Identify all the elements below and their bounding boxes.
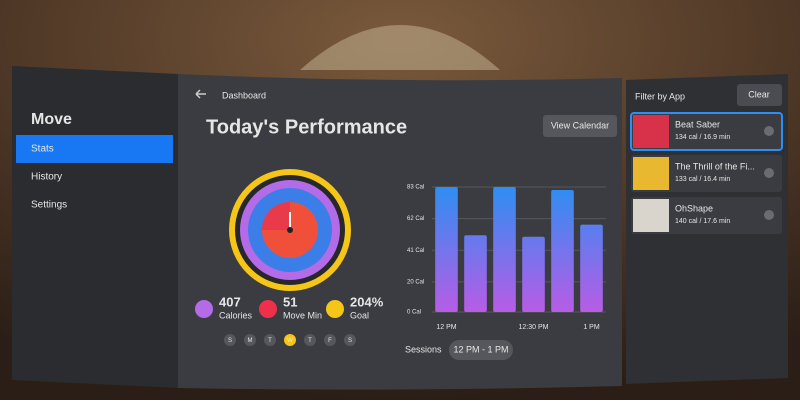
- sidebar-title: Move: [31, 111, 72, 128]
- stat-label: Goal: [350, 310, 369, 320]
- bar: [493, 187, 516, 312]
- bar: [551, 190, 574, 312]
- day-label: T: [268, 338, 272, 344]
- app-name: The Thrill of the Fi...: [675, 161, 755, 171]
- day-dot[interactable]: [344, 334, 356, 346]
- stat-value: 51: [283, 294, 297, 309]
- app-name: OhShape: [675, 203, 713, 213]
- y-tick-label: 0 Cal: [407, 310, 421, 316]
- x-tick-label: 12:30 PM: [519, 324, 549, 331]
- day-dot[interactable]: [244, 334, 256, 346]
- app-detail: 140 cal / 17.6 min: [675, 218, 730, 225]
- day-label: S: [348, 338, 352, 344]
- day-label: M: [248, 338, 253, 344]
- day-dot[interactable]: [304, 334, 316, 346]
- day-dot[interactable]: [284, 334, 296, 346]
- day-label: T: [308, 338, 312, 344]
- app-name: Beat Saber: [675, 119, 720, 129]
- bar: [522, 236, 545, 312]
- sidebar-item[interactable]: History: [31, 172, 62, 183]
- app-thumbnail: [633, 157, 669, 190]
- stat-icon: [195, 300, 213, 318]
- app-toggle[interactable]: [764, 210, 774, 220]
- back-arrow[interactable]: [195, 89, 206, 99]
- stat-icon: [259, 300, 277, 318]
- sidebar-item-active[interactable]: [16, 135, 173, 163]
- stat-icon: [326, 300, 344, 318]
- x-tick-label: 1 PM: [583, 324, 600, 331]
- filter-title: Filter by App: [635, 91, 685, 101]
- day-label: S: [228, 338, 232, 344]
- day-dot[interactable]: [324, 334, 336, 346]
- stat-value: 204%: [350, 294, 384, 309]
- view-calendar-button[interactable]: [543, 115, 617, 137]
- clock-pivot: [287, 227, 293, 233]
- day-dot[interactable]: [264, 334, 276, 346]
- day-label: F: [328, 338, 332, 344]
- app-detail: 134 cal / 16.9 min: [675, 134, 730, 141]
- bar: [464, 235, 487, 312]
- clear-label: Clear: [748, 89, 770, 99]
- y-tick-label: 20 Cal: [407, 279, 424, 285]
- x-tick-label: 12 PM: [436, 324, 456, 331]
- scene-arch: [300, 25, 500, 70]
- y-tick-label: 62 Cal: [407, 216, 424, 222]
- y-tick-label: 83 Cal: [407, 185, 424, 191]
- page-title: Today's Performance: [206, 116, 407, 138]
- sessions-pill[interactable]: [449, 340, 513, 360]
- app-toggle[interactable]: [764, 168, 774, 178]
- bar: [435, 187, 458, 312]
- stat-value: 407: [219, 294, 241, 309]
- breadcrumb: Dashboard: [222, 90, 266, 100]
- sidebar-item[interactable]: Stats: [31, 144, 54, 155]
- stat-label: Move Min: [283, 310, 322, 320]
- center-quarter: [262, 202, 290, 230]
- sidebar-item[interactable]: Settings: [31, 200, 67, 211]
- view-calendar-label: View Calendar: [551, 120, 609, 130]
- app-thumbnail: [633, 199, 669, 232]
- app-detail: 133 cal / 16.4 min: [675, 176, 730, 183]
- day-dot[interactable]: [224, 334, 236, 346]
- sessions-label: Sessions: [405, 344, 442, 354]
- app-toggle[interactable]: [764, 126, 774, 136]
- bar: [580, 224, 603, 312]
- day-label: W: [287, 338, 293, 344]
- y-tick-label: 41 Cal: [407, 248, 424, 254]
- stat-label: Calories: [219, 310, 253, 320]
- clear-button[interactable]: [737, 84, 782, 106]
- app-thumbnail: [633, 115, 669, 148]
- sessions-value: 12 PM - 1 PM: [453, 344, 508, 354]
